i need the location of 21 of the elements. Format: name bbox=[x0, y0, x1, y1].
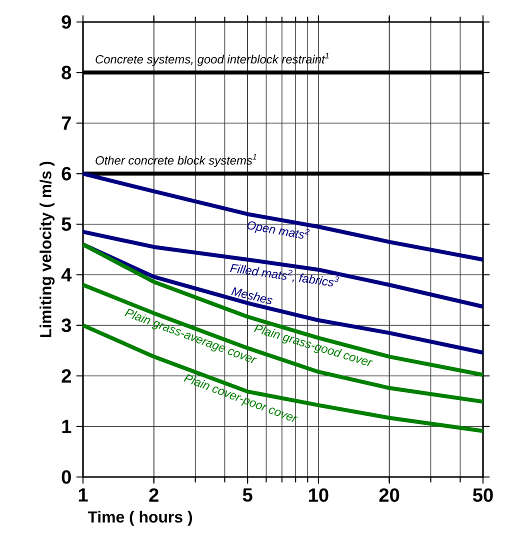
y-tick-label: 4 bbox=[61, 268, 72, 282]
y-tick-label: 0 bbox=[62, 470, 71, 484]
x-tick-label: 50 bbox=[472, 488, 493, 502]
text: Meshes bbox=[231, 287, 272, 304]
x-axis-title: Time ( hours ) bbox=[88, 510, 192, 526]
y-tick-label: 3 bbox=[62, 318, 72, 332]
y-tick-label: 5 bbox=[62, 218, 72, 231]
x-tick-label: 10 bbox=[309, 488, 328, 502]
y-tick-label: 1 bbox=[62, 420, 72, 434]
x-tick-label: 5 bbox=[242, 488, 252, 502]
text: Open mats$^{2}$ bbox=[247, 221, 310, 239]
y-tick-label: 2 bbox=[62, 369, 71, 383]
x-tick-label: 1 bbox=[78, 488, 88, 502]
y-tick-label: 6 bbox=[62, 166, 72, 180]
text: Filled mats$^{2}$, fabrics$^{3}$ bbox=[230, 264, 339, 286]
y-axis-title: Limiting velocity ( m/s ) bbox=[40, 162, 55, 338]
x-tick-label: 20 bbox=[379, 488, 400, 502]
y-tick-label: 8 bbox=[62, 66, 72, 80]
y-tick-label: 7 bbox=[62, 116, 71, 130]
y-tick-label: 9 bbox=[62, 15, 71, 29]
x-tick-label: 2 bbox=[149, 488, 158, 502]
